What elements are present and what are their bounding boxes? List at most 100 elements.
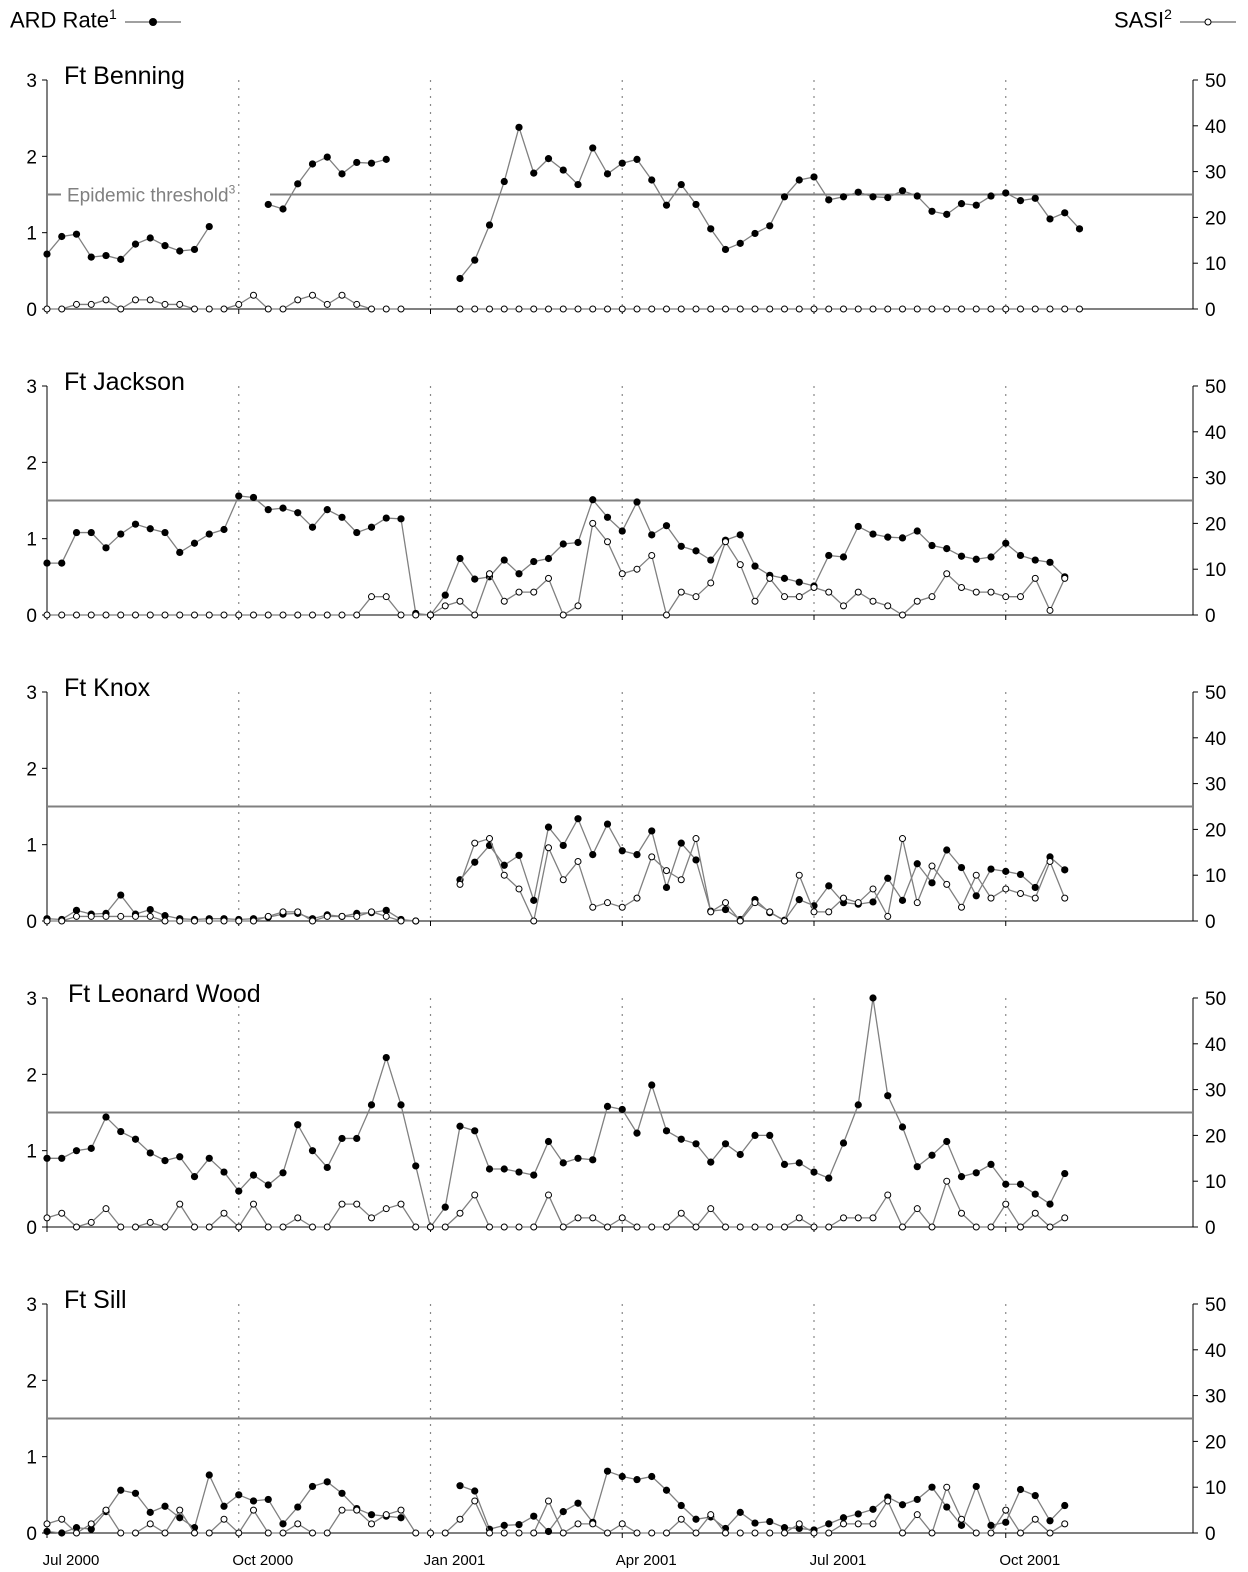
ard-rate-point <box>795 578 803 586</box>
sasi-point <box>899 305 906 313</box>
ard-rate-point <box>854 1510 862 1518</box>
sasi-point <box>633 305 641 313</box>
ard-rate-point <box>87 1525 95 1533</box>
y-right-tick-label: 50 <box>1205 377 1226 398</box>
sasi-point <box>663 1223 670 1231</box>
sasi-point <box>884 912 892 920</box>
sasi-point <box>722 538 729 546</box>
sasi-point <box>545 1191 552 1199</box>
y-left-tick-label: 1 <box>26 1142 37 1163</box>
sasi-point <box>751 1223 759 1231</box>
ard-rate-point <box>176 1514 184 1522</box>
sasi-point <box>176 1200 184 1208</box>
sasi-point <box>515 305 523 313</box>
ard-rate-point <box>898 187 907 195</box>
ard-rate-point <box>131 1135 140 1143</box>
y-right-tick-label: 20 <box>1205 820 1226 841</box>
sasi-point <box>205 611 213 619</box>
ard-rate-point <box>854 188 862 196</box>
ard-rate-point <box>721 1140 730 1148</box>
sasi-point <box>397 305 405 313</box>
ard-rate-point <box>161 1156 169 1165</box>
sasi-point <box>677 1515 685 1523</box>
sasi-point <box>692 835 700 843</box>
sasi-point <box>264 912 272 920</box>
sasi-point <box>1002 1506 1010 1514</box>
epidemic-threshold-label: Epidemic threshold3 <box>67 183 236 207</box>
ard-rate-point <box>1002 1180 1010 1188</box>
sasi-point <box>618 305 626 313</box>
y-right-tick-label: 0 <box>1205 606 1216 627</box>
sasi-point <box>854 1520 862 1528</box>
sasi-point <box>545 305 552 313</box>
sasi-point <box>1061 894 1069 902</box>
sasi-point <box>102 1506 110 1514</box>
sasi-point <box>500 597 508 605</box>
ard-rate-point <box>972 892 980 900</box>
sasi-point <box>810 1529 818 1537</box>
sasi-point <box>1017 305 1024 313</box>
sasi-point <box>191 611 198 619</box>
sasi-point <box>928 1529 936 1537</box>
sasi-point <box>515 885 523 893</box>
sasi-point <box>412 611 420 619</box>
sasi-point <box>618 570 626 578</box>
ard-rate-point <box>146 525 154 533</box>
ard-rate-point <box>913 1163 921 1171</box>
ard-rate-line <box>47 997 1066 1229</box>
panel-title: Ft Leonard Wood <box>68 980 261 1008</box>
sasi-point <box>87 611 95 619</box>
y-right-tick-label: 10 <box>1205 560 1226 581</box>
sasi-point <box>500 305 508 313</box>
ard-rate-point <box>884 193 892 202</box>
sasi-point <box>618 903 626 911</box>
sasi-point <box>87 1218 95 1226</box>
ard-rate-point <box>869 193 877 201</box>
sasi-point <box>220 917 228 925</box>
sasi-point <box>353 300 361 308</box>
sasi-point <box>1002 305 1010 313</box>
ard-rate-line <box>459 817 1066 922</box>
ard-rate-point <box>117 891 125 899</box>
panel-title: Ft Knox <box>64 674 151 702</box>
sasi-point <box>928 862 936 870</box>
sasi-point <box>1017 593 1024 601</box>
ard-rate-line <box>459 125 1080 279</box>
ard-rate-point <box>220 525 228 534</box>
sasi-point <box>766 574 774 582</box>
ard-rate-point <box>736 531 744 539</box>
y-right-tick-label: 50 <box>1205 1295 1226 1316</box>
sasi-point <box>1002 885 1010 893</box>
y-left-tick-label: 3 <box>26 377 37 398</box>
sasi-point <box>87 1520 95 1528</box>
sasi-point <box>102 912 110 920</box>
sasi-point <box>899 611 906 619</box>
x-tick-label: Oct 2001 <box>999 1552 1060 1569</box>
sasi-point <box>781 1529 788 1537</box>
ard-rate-point <box>1016 870 1025 879</box>
ard-rate-point <box>648 1472 656 1481</box>
y-left-tick-label: 0 <box>26 1218 37 1239</box>
ard-rate-line <box>46 893 416 922</box>
sasi-point <box>338 291 346 299</box>
ard-rate-point <box>839 193 848 201</box>
sasi-point <box>250 917 257 925</box>
sasi-point <box>87 300 95 308</box>
ard-rate-point <box>353 1134 361 1143</box>
ard-rate-point <box>117 1486 125 1494</box>
legend-sasi: SASI2 <box>1114 6 1238 33</box>
sasi-point <box>353 1506 361 1514</box>
ard-rate-point <box>102 251 110 260</box>
sasi-point <box>707 305 715 313</box>
ard-rate-point <box>662 883 671 892</box>
sasi-point <box>456 880 464 888</box>
sasi-point <box>574 305 582 313</box>
sasi-point <box>486 570 493 578</box>
sasi-point <box>899 835 906 843</box>
ard-rate-point <box>928 1151 936 1159</box>
y-right-tick-label: 0 <box>1205 300 1216 321</box>
sasi-point <box>1031 1209 1039 1217</box>
sasi-point <box>412 1529 420 1537</box>
sasi-point <box>633 1529 641 1537</box>
